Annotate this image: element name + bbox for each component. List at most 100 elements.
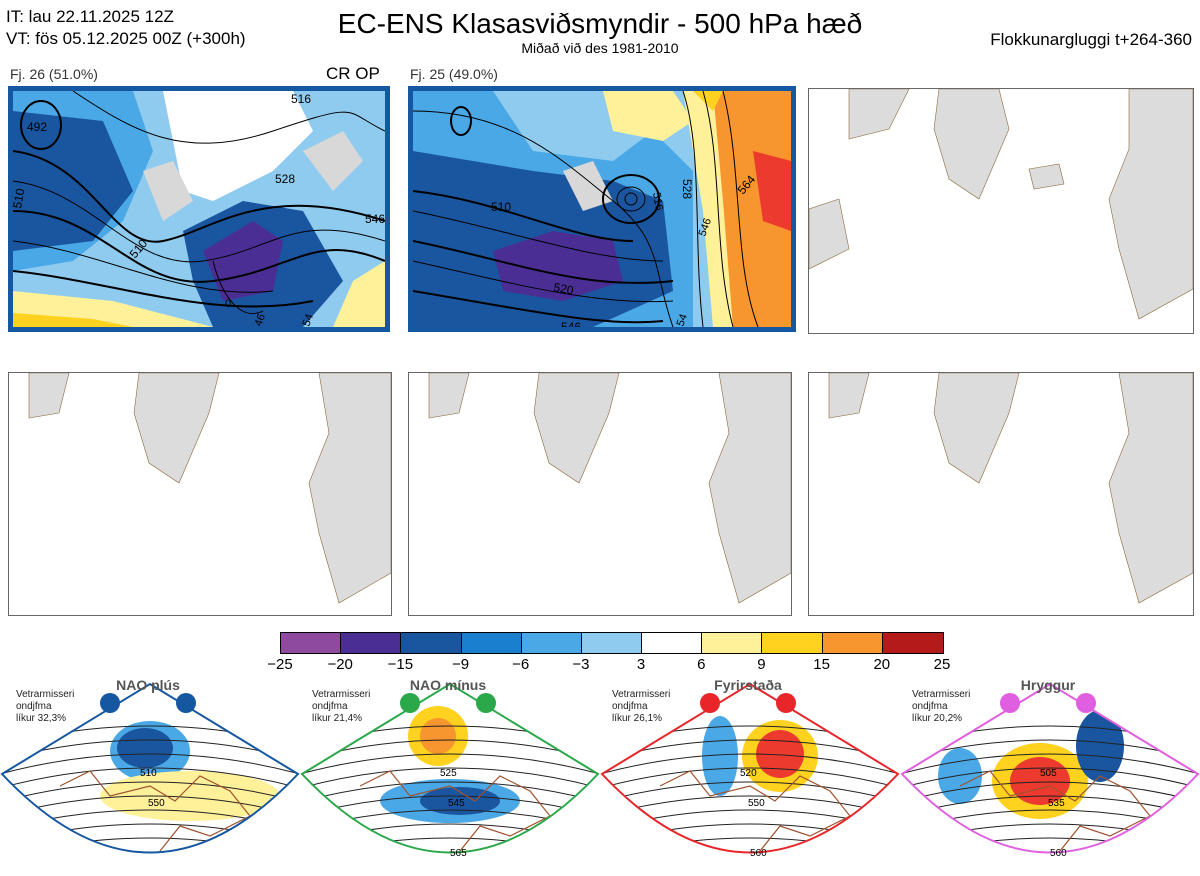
regime-marker <box>100 693 120 713</box>
height-contour <box>602 753 898 775</box>
colorbar-segment <box>642 633 703 653</box>
contour-label: 525 <box>440 768 457 779</box>
cluster-map-4[interactable] <box>8 372 392 616</box>
anomaly-shading <box>420 718 456 754</box>
regime-name: Hryggur <box>1020 677 1076 693</box>
contour-label: 516 <box>650 191 665 211</box>
contour-label: 565 <box>450 848 467 859</box>
regime-info: Vetrarmisseri ondjfma líkur 20,2% <box>912 689 970 725</box>
coastline <box>59 770 251 852</box>
colorbar-segment <box>521 633 582 653</box>
contour-label: 550 <box>148 798 165 809</box>
coastline <box>959 770 1151 852</box>
map-3-graphic <box>809 89 1193 320</box>
contour-label: 510 <box>140 768 157 779</box>
colorbar-segment <box>341 633 402 653</box>
regime-panel: 505 535 560 Hryggur Vetrarmisseri ondjfma líku… <box>900 676 1200 871</box>
height-contour <box>602 781 898 803</box>
cluster-map-3[interactable] <box>808 88 1194 334</box>
panel-label: Fj. 26 (51.0%) <box>10 66 98 82</box>
cluster-map-2[interactable]: 510 520 528 546 54 516 564 546 <box>408 86 796 332</box>
regime-info: Vetrarmisseri ondjfma líkur 26,1% <box>612 689 670 725</box>
height-contour <box>902 725 1198 747</box>
initial-time: IT: lau 22.11.2025 12Z <box>6 7 174 26</box>
colorbar-tick-label: 3 <box>636 656 646 673</box>
anomaly-shading <box>117 728 173 768</box>
colorbar-segment <box>581 633 643 653</box>
regime-panel: 520 550 560 Fyrirstaða Vetrarmisseri ondjfma l… <box>600 676 900 871</box>
colorbar-tick-label: −25 <box>267 656 293 673</box>
regime-info-line: Vetrarmisseri <box>312 689 371 700</box>
height-contour <box>302 781 598 803</box>
map-5-graphic <box>428 373 791 604</box>
contour-label: 520 <box>552 280 574 297</box>
regime-info: Vetrarmisseri ondjfma líkur 21,4% <box>312 689 370 725</box>
coastline <box>359 770 551 852</box>
header-info: IT: lau 22.11.2025 12Z VT: fös 05.12.202… <box>6 6 246 50</box>
regime-marker <box>700 693 720 713</box>
page-subtitle: Miðað við des 1981-2010 <box>521 40 679 56</box>
colorbar-segment <box>882 633 943 653</box>
contour-label: 54 <box>301 312 316 327</box>
contour-label: 54 <box>675 312 690 327</box>
contour-label: 528 <box>275 172 295 186</box>
contour-label: 545 <box>448 798 465 809</box>
cluster-map-6[interactable] <box>808 372 1194 616</box>
regime-info-line: ondjfma <box>912 701 948 712</box>
height-contour <box>902 767 1198 789</box>
colorbar-tick-label: 9 <box>757 656 766 673</box>
regime-name: NAO mínus <box>409 677 487 693</box>
anomaly-shading <box>702 716 738 796</box>
contour-label: 516 <box>291 92 311 106</box>
colorbar-segment <box>461 633 522 653</box>
contour-label: 505 <box>1040 768 1057 779</box>
height-contour <box>902 823 1198 845</box>
colorbar-tick-label: −6 <box>512 656 530 673</box>
anomaly-shading <box>938 748 982 804</box>
height-contour <box>2 837 298 853</box>
regime-panel: 510 550 NAO plús Vetrarmisseri ondjfma líkur … <box>0 676 300 871</box>
height-contour <box>902 781 1198 803</box>
panel-tag: CR OP <box>326 64 380 83</box>
height-contour <box>2 753 298 775</box>
colorbar-tick-label: 20 <box>873 656 891 673</box>
regime-outline <box>300 682 600 854</box>
colorbar-segment <box>401 633 462 653</box>
height-contour <box>902 753 1198 775</box>
contour-label: 46 <box>253 312 268 327</box>
valid-time: VT: fös 05.12.2025 00Z (+300h) <box>6 29 246 48</box>
regime-marker <box>476 693 496 713</box>
colorbar-tick-label: −15 <box>387 656 414 673</box>
regime-panel: 525 545 565 NAO mínus Vetrarmisseri ondjfma lí… <box>300 676 600 871</box>
regime-info-line: Vetrarmisseri <box>912 689 971 700</box>
contour-label: 560 <box>1050 848 1067 859</box>
contour-label: 550 <box>748 798 765 809</box>
regime-map: 505 535 560 <box>900 682 1200 859</box>
contour-label: 560 <box>750 848 767 859</box>
page-title: EC-ENS Klasasviðsmyndir - 500 hPa hæð <box>337 8 863 39</box>
anomaly-shading <box>100 771 280 821</box>
regime-outline <box>600 682 900 854</box>
colorbar-segment <box>281 633 342 653</box>
colorbar-tick-label: −9 <box>451 656 470 673</box>
height-contour <box>602 823 898 845</box>
regime-info-line: Vetrarmisseri <box>612 689 671 700</box>
weather-regimes: 510 550 NAO plús Vetrarmisseri ondjfma líkur … <box>0 676 1200 871</box>
map-1-graphic: 492 510 528 546 516 510 0 46 54 <box>13 91 385 327</box>
regime-marker <box>400 693 420 713</box>
cluster-map-5[interactable] <box>408 372 792 616</box>
colorbar <box>280 632 944 654</box>
regime-name: NAO plús <box>116 677 180 693</box>
cluster-map-1[interactable]: 492 510 528 546 516 510 0 46 54 <box>8 86 390 332</box>
regime-outline <box>0 682 300 854</box>
classification-window: Flokkunargluggi t+264-360 <box>990 30 1192 49</box>
contour-label: 520 <box>740 768 757 779</box>
colorbar-tick-label: 15 <box>813 656 830 673</box>
regime-info-line: ondjfma <box>16 701 52 712</box>
coastline <box>659 770 851 852</box>
contour-label: 546 <box>561 320 581 327</box>
regime-info-line: ondjfma <box>612 701 648 712</box>
anomaly-shading <box>1076 710 1124 782</box>
regime-info-line: Vetrarmisseri <box>16 689 75 700</box>
regime-map: 510 550 <box>0 682 300 854</box>
